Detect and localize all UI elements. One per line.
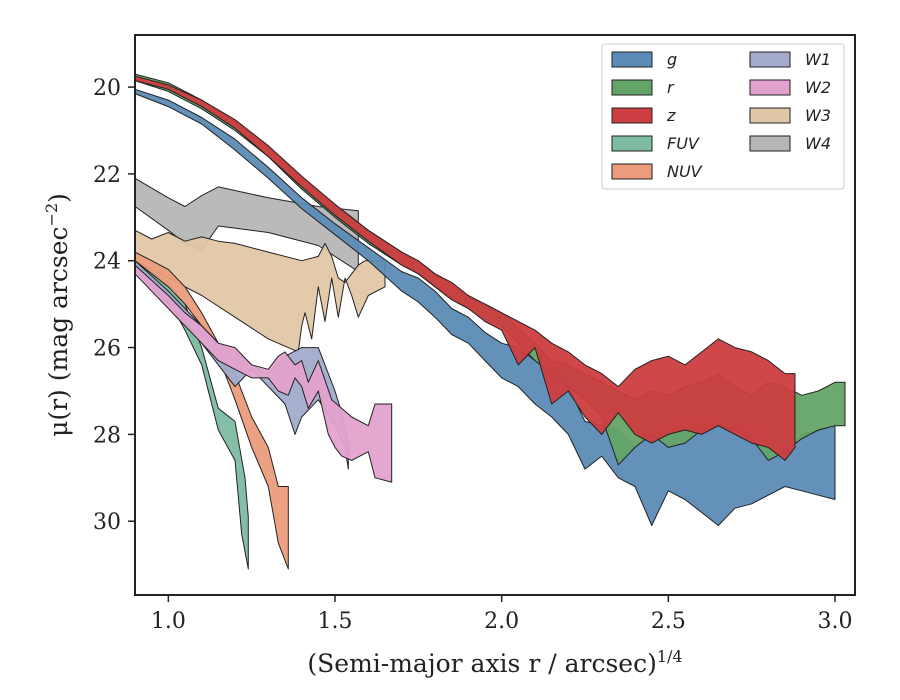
bands-layer (134, 73, 846, 570)
legend-label-g: g (667, 50, 677, 69)
y-axis-label-exponent: −2 (42, 203, 61, 227)
y-ticks: 20 22 24 26 28 30 (93, 76, 135, 535)
x-tick-label: 1.5 (318, 609, 353, 634)
legend-swatch-z (611, 107, 653, 124)
legend-label-fuv: FUV (667, 134, 700, 153)
legend-swatch-nuv (611, 163, 653, 180)
band-w3 (134, 229, 386, 353)
y-tick-label: 30 (93, 510, 121, 535)
legend-swatch-w3 (749, 107, 791, 124)
x-tick-label: 2.5 (651, 609, 686, 634)
band-g (134, 88, 836, 526)
legend-label-w2: W2 (805, 78, 831, 97)
legend-swatch-g (611, 51, 653, 68)
y-tick-label: 22 (93, 163, 121, 188)
legend-swatch-w4 (749, 135, 791, 152)
legend-swatch-w2 (749, 79, 791, 96)
legend-label-nuv: NUV (667, 162, 703, 181)
legend-label-r: r (667, 78, 675, 97)
legend-label-w1: W1 (805, 50, 831, 69)
y-tick-label: 28 (93, 423, 121, 448)
x-axis-label-exponent: 1/4 (657, 647, 683, 666)
y-tick-label: 26 (93, 337, 121, 362)
x-ticks: 1.0 1.5 2.0 2.5 3.0 (151, 595, 853, 634)
y-tick-label: 24 (93, 250, 121, 275)
y-axis-label-close: ) (44, 193, 73, 203)
legend: grz FUV NUV W1 W2 W3 W4 (601, 43, 845, 190)
legend-swatch-fuv (611, 135, 653, 152)
x-tick-label: 1.0 (151, 609, 186, 634)
band-w2 (134, 264, 393, 483)
band-nuv (134, 251, 289, 570)
legend-label-z: z (666, 106, 676, 125)
x-axis-label: (Semi-major axis r / arcsec)1/4 (307, 647, 682, 678)
x-tick-label: 2.0 (484, 609, 519, 634)
legend-swatch-w1 (749, 51, 791, 68)
x-axis-label-text: (Semi-major axis r / arcsec) (307, 649, 656, 678)
plot-frame (134, 34, 856, 596)
legend-swatch-r (611, 79, 653, 96)
x-tick-label: 3.0 (818, 609, 853, 634)
legend-label-w4: W4 (805, 134, 831, 153)
y-axis-label: μ(r) (mag arcsec−2) (42, 193, 73, 437)
y-tick-label: 20 (93, 76, 121, 101)
band-z (134, 75, 796, 461)
y-axis-label-text: μ(r) (mag arcsec (44, 226, 73, 436)
legend-label-w3: W3 (805, 106, 831, 125)
